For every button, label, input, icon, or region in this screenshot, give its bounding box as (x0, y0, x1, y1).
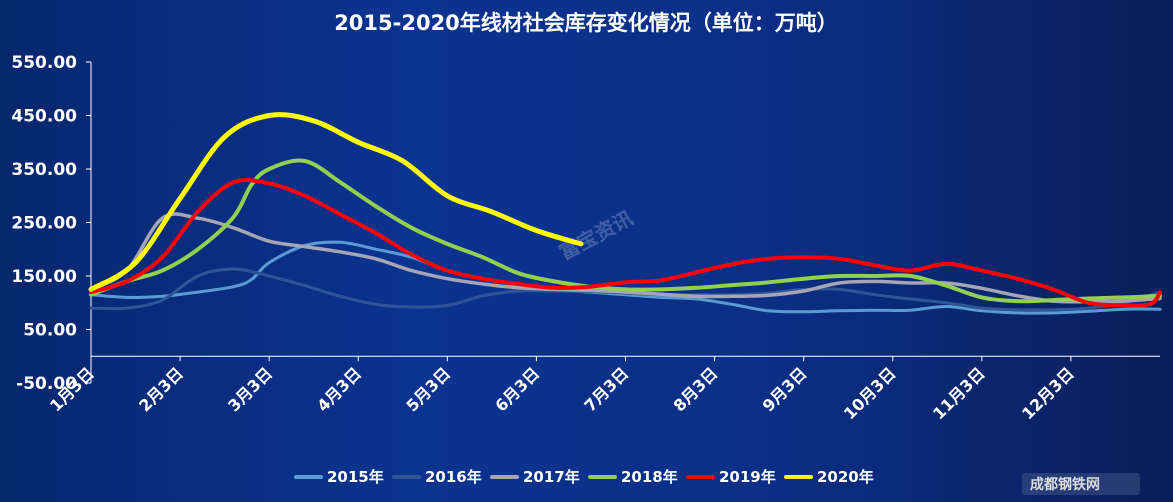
y-tick-label: 250.00 (11, 214, 77, 234)
y-axis-ticks: 550.00 450.00 350.00 250.00 150.00 50.00 -50.0… (11, 53, 91, 394)
y-tick-label: 450.00 (11, 107, 77, 127)
logo-text: 成都钢铁网 (1030, 476, 1100, 493)
series-line-6 (88, 112, 584, 292)
x-tick-label: 2月3日 (135, 364, 187, 416)
site-logo: 成都钢铁网 (1022, 473, 1140, 495)
x-tick-label: 11月3日 (929, 364, 989, 424)
legend-label: 2017年 (523, 468, 580, 486)
chart-title: 2015-2020年线材社会库存变化情况（单位：万吨） (334, 11, 838, 35)
x-tick-label: 9月3日 (759, 364, 811, 416)
x-tick-label: 6月3日 (491, 364, 543, 416)
series-line-1 (89, 240, 1162, 315)
legend-label: 2016年 (425, 468, 482, 486)
x-tick-label: 4月3日 (313, 364, 365, 416)
series-lines (88, 112, 1162, 315)
watermark: 富宝资讯 (555, 206, 637, 265)
y-tick-label: 550.00 (11, 53, 77, 73)
legend-label: 2018年 (621, 468, 678, 486)
legend-label: 2020年 (817, 468, 874, 486)
series-line-3 (89, 212, 1162, 304)
y-tick-label: 350.00 (11, 160, 77, 180)
legend: 2015年 2016年 2017年 2018年 2019年 2020年 (294, 468, 874, 486)
x-tick-label: 12月3日 (1018, 364, 1078, 424)
y-tick-label: 50.00 (23, 321, 77, 341)
series-line-5 (89, 178, 1162, 308)
x-tick-label: 3月3日 (224, 364, 276, 416)
x-tick-label: 10月3日 (840, 364, 900, 424)
x-tick-label: 8月3日 (670, 364, 722, 416)
legend-label: 2019年 (719, 468, 776, 486)
y-tick-label: -50.00 (16, 374, 77, 394)
series-line-4 (89, 158, 1162, 304)
x-tick-label: 7月3日 (581, 364, 633, 416)
x-axis-ticks: 1月3日 2月3日 3月3日 4月3日 5月3日 6月3日 7月3日 8月3日 9月3日 10月3… (46, 356, 1078, 423)
y-tick-label: 150.00 (11, 267, 77, 287)
x-tick-label: 5月3日 (402, 364, 454, 416)
legend-label: 2015年 (327, 468, 384, 486)
